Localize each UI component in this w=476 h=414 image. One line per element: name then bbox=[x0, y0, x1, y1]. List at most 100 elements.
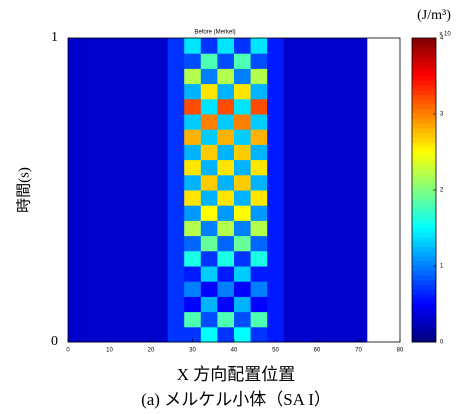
heatmap-cell bbox=[117, 98, 135, 115]
heatmap-cell bbox=[200, 38, 218, 54]
heatmap-cell bbox=[300, 98, 318, 115]
heatmap-cell bbox=[217, 266, 235, 282]
heatmap-cell bbox=[117, 250, 135, 267]
heatmap-cell bbox=[84, 281, 102, 297]
heatmap-cell bbox=[350, 296, 368, 313]
colorbar-swatch bbox=[412, 199, 436, 205]
colorbar-exponent: x 10 bbox=[439, 32, 451, 38]
heatmap-cell bbox=[134, 38, 152, 54]
y-axis-label: 時間(s) bbox=[15, 167, 32, 213]
heatmap-cell bbox=[167, 159, 185, 176]
heatmap-cell bbox=[300, 38, 318, 54]
heatmap-cell bbox=[333, 205, 351, 221]
heatmap-cell bbox=[234, 98, 252, 115]
chart-title: Before (Merkel) bbox=[194, 30, 235, 36]
heatmap-cell bbox=[283, 98, 301, 115]
heatmap-cell bbox=[350, 266, 368, 282]
heatmap-cell bbox=[250, 68, 268, 85]
heatmap-cell bbox=[267, 311, 285, 328]
heatmap-cell bbox=[68, 174, 86, 191]
y-tick-label: 1 bbox=[51, 30, 58, 45]
heatmap-cell bbox=[184, 53, 202, 69]
heatmap-cell bbox=[234, 68, 252, 85]
heatmap-cell bbox=[84, 144, 102, 161]
colorbar-tick-label: 0 bbox=[440, 340, 444, 346]
colorbar-swatch bbox=[412, 332, 436, 338]
heatmap-cell bbox=[217, 98, 235, 115]
heatmap-cell bbox=[101, 144, 119, 161]
heatmap-cell bbox=[217, 68, 235, 85]
heatmap-cell bbox=[217, 144, 235, 161]
heatmap-cell bbox=[151, 38, 169, 54]
heatmap-cell bbox=[151, 311, 169, 328]
heatmap-cell bbox=[68, 281, 86, 297]
colorbar-swatch bbox=[412, 280, 436, 286]
heatmap-cell bbox=[317, 326, 335, 343]
heatmap-cell bbox=[167, 281, 185, 297]
heatmap-cell bbox=[317, 220, 335, 237]
heatmap-cell bbox=[151, 129, 169, 145]
heatmap-cell bbox=[184, 38, 202, 54]
colorbar-swatch bbox=[412, 95, 436, 101]
heatmap-cell bbox=[184, 68, 202, 85]
heatmap-cell bbox=[283, 144, 301, 161]
heatmap-cell bbox=[84, 235, 102, 252]
heatmap-cell bbox=[267, 114, 285, 130]
heatmap-cell bbox=[84, 83, 102, 100]
colorbar-swatch bbox=[412, 166, 436, 172]
heatmap-cell bbox=[234, 266, 252, 282]
heatmap-cell bbox=[84, 296, 102, 313]
heatmap-cell bbox=[283, 68, 301, 85]
heatmap-cell bbox=[234, 190, 252, 206]
heatmap-cell bbox=[184, 296, 202, 313]
heatmap-cell bbox=[267, 235, 285, 252]
heatmap-cell bbox=[84, 38, 102, 54]
heatmap-cell bbox=[184, 235, 202, 252]
heatmap-cell bbox=[350, 68, 368, 85]
heatmap-cell bbox=[217, 220, 235, 237]
heatmap-cell bbox=[333, 68, 351, 85]
heatmap-cell bbox=[267, 190, 285, 206]
colorbar-swatch bbox=[412, 266, 436, 272]
heatmap-cell bbox=[184, 266, 202, 282]
heatmap-cell bbox=[184, 311, 202, 328]
heatmap-cell bbox=[333, 83, 351, 100]
heatmap-cell bbox=[267, 159, 285, 176]
heatmap-cell bbox=[117, 53, 135, 69]
heatmap-cell bbox=[184, 98, 202, 115]
colorbar-swatch bbox=[412, 247, 436, 253]
colorbar-swatch bbox=[412, 175, 436, 181]
heatmap-cell bbox=[184, 281, 202, 297]
heatmap-cell bbox=[134, 53, 152, 69]
heatmap-cell bbox=[184, 83, 202, 100]
heatmap-cell bbox=[350, 114, 368, 130]
heatmap-cell bbox=[283, 220, 301, 237]
heatmap-cell bbox=[68, 144, 86, 161]
heatmap-cell bbox=[283, 205, 301, 221]
heatmap-cell bbox=[134, 190, 152, 206]
heatmap-cell bbox=[117, 68, 135, 85]
heatmap-cell bbox=[250, 174, 268, 191]
heatmap-cell bbox=[300, 250, 318, 267]
heatmap-cell bbox=[84, 220, 102, 237]
heatmap-cell bbox=[84, 98, 102, 115]
heatmap-cell bbox=[317, 114, 335, 130]
heatmap-cell bbox=[68, 220, 86, 237]
heatmap-cell bbox=[250, 53, 268, 69]
heatmap-cell bbox=[167, 266, 185, 282]
heatmap-cell bbox=[167, 190, 185, 206]
heatmap-cell bbox=[101, 174, 119, 191]
heatmap-cell bbox=[184, 220, 202, 237]
heatmap-cell bbox=[283, 174, 301, 191]
heatmap-cell bbox=[283, 83, 301, 100]
heatmap-cell bbox=[350, 53, 368, 69]
heatmap-cell bbox=[117, 114, 135, 130]
heatmap-cell bbox=[101, 53, 119, 69]
heatmap-cell bbox=[350, 83, 368, 100]
heatmap-cell bbox=[317, 250, 335, 267]
heatmap-cell bbox=[217, 296, 235, 313]
heatmap-cell bbox=[300, 114, 318, 130]
heatmap-cell bbox=[101, 311, 119, 328]
heatmap-cell bbox=[200, 220, 218, 237]
heatmap-cell bbox=[333, 235, 351, 252]
